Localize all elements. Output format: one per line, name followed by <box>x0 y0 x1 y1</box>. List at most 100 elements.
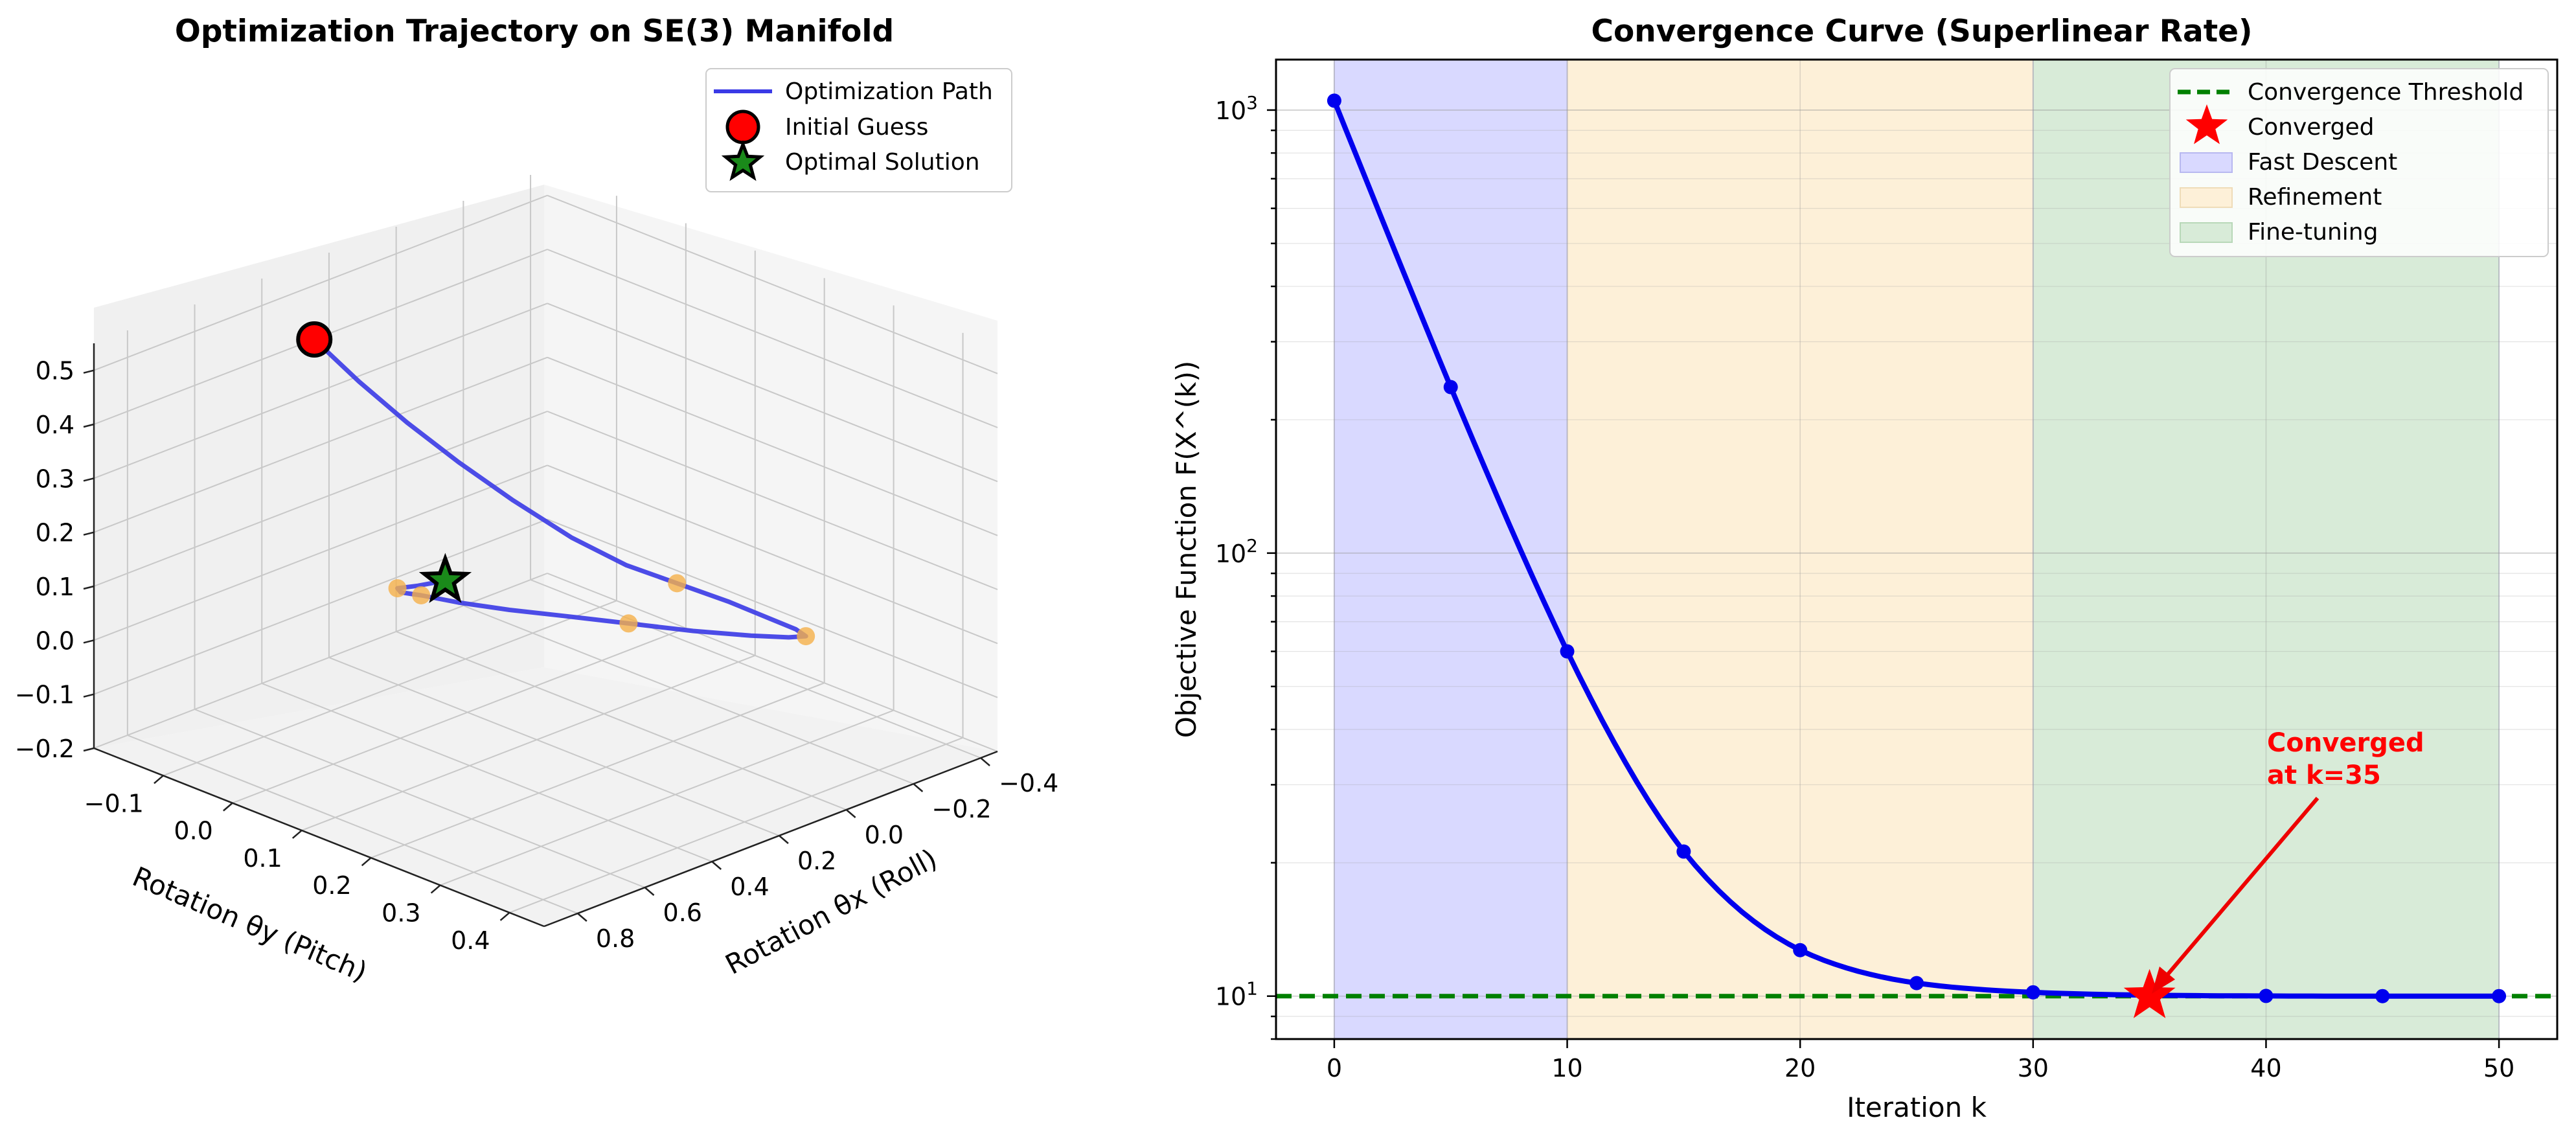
floor-gridline-x <box>396 631 847 810</box>
x-tick-label: 0 <box>1327 1054 1342 1082</box>
legend-converged-label: Converged <box>2248 114 2374 141</box>
annotation-arrow <box>2161 797 2320 981</box>
y-tick-label: 0.2 <box>312 871 351 900</box>
wall-gridline-z2 <box>547 411 998 590</box>
wall-gridline-z <box>93 194 548 371</box>
right-xlabel: Iteration k <box>1847 1092 1987 1123</box>
z-tick-label: 0.0 <box>36 626 74 655</box>
objective-point <box>1443 380 1458 395</box>
objective-point <box>2025 985 2040 1000</box>
legend-fast-swatch <box>2180 152 2233 173</box>
right-chart-title: Convergence Curve (Superlinear Rate) <box>1591 14 2252 49</box>
wall-gridline-z <box>93 518 548 695</box>
floor-gridline-x <box>194 709 645 888</box>
wall-gridline-z2 <box>547 356 998 536</box>
left-pane-right <box>544 185 997 751</box>
y-tick <box>291 829 302 839</box>
axes-3d: 0.8 0.6 0.4 0.2 0.0 −0.2 −0.4 −0.1 0.0 0.1 0.2 0.3 0… <box>15 343 1058 955</box>
y-axis-line <box>93 747 545 928</box>
objective-point <box>2259 989 2274 1003</box>
floor-gridline-x <box>328 657 780 836</box>
legend-refine-label: Refinement <box>2248 184 2382 211</box>
y-tick-label: 0.0 <box>174 817 212 845</box>
optimal-solution-marker <box>418 553 472 603</box>
x-tick-label: −0.4 <box>999 769 1058 797</box>
legend-fine-swatch <box>2180 222 2233 243</box>
x-tick-label: 40 <box>2250 1054 2281 1082</box>
legend-fine-label: Fine-tuning <box>2248 219 2378 246</box>
legend-initial-swatch <box>725 109 760 144</box>
x-tick-label: 0.4 <box>730 873 769 901</box>
x-tick-label: 20 <box>1784 1054 1816 1082</box>
z-tick-label: −0.2 <box>15 735 74 763</box>
legend-threshold-label: Convergence Threshold <box>2248 79 2524 106</box>
floor-gridline-x <box>127 735 578 914</box>
right-axes-frame <box>1275 58 2559 1040</box>
region-fast-descent <box>1334 60 1567 1039</box>
legend-refine-swatch <box>2180 187 2233 208</box>
annotation-line2: at k=35 <box>2267 761 2381 790</box>
x-tick <box>845 809 856 818</box>
x-tick-label: 0.2 <box>797 847 836 875</box>
left-pane-floor <box>94 667 997 926</box>
x-tick <box>711 861 722 870</box>
trajectory-3d-panel: Optimization Trajectory on SE(3) Manifol… <box>15 14 1059 988</box>
sample-point <box>619 614 638 633</box>
y-tick-label: 102 <box>1215 535 1258 568</box>
objective-point <box>2492 989 2507 1003</box>
y-tick <box>430 884 441 894</box>
right-legend: Convergence Threshold Converged Fast Des… <box>2169 68 2549 257</box>
floor-gridline-y <box>370 682 825 859</box>
y-tick-label: 0.1 <box>243 844 282 873</box>
legend-converged-swatch <box>2185 104 2228 144</box>
convergence-panel: Convergence Curve (Superlinear Rate) 0 10… <box>1170 14 2559 1123</box>
x-tick-label: 30 <box>2018 1054 2049 1082</box>
z-tick <box>83 693 95 698</box>
objective-point <box>1560 644 1575 659</box>
left-pane-left <box>94 185 544 748</box>
converged-marker <box>2123 968 2176 1018</box>
floor-gridline-x <box>463 605 914 784</box>
z-tick-label: 0.2 <box>36 519 74 547</box>
objective-point <box>1793 943 1808 957</box>
floor-gridline-x <box>261 683 712 862</box>
initial-guess-marker <box>296 321 333 358</box>
y-tick <box>499 911 510 921</box>
y-tick <box>361 857 372 867</box>
x-tick-label: 50 <box>2483 1054 2514 1082</box>
z-tick <box>83 585 95 590</box>
z-tick <box>83 369 95 374</box>
floor-gridline-y <box>163 600 617 777</box>
wall-gridline-z2 <box>547 249 998 428</box>
wall-gridline-z2 <box>547 303 998 483</box>
left-chart-title: Optimization Trajectory on SE(3) Manifol… <box>175 14 894 49</box>
x-tick-label: 0.8 <box>596 924 635 953</box>
z-tick <box>83 639 95 644</box>
x-tick-label: 0.6 <box>663 898 702 927</box>
sample-point <box>797 627 815 646</box>
legend-fast-label: Fast Descent <box>2248 149 2397 176</box>
annotation-line1: Converged <box>2267 728 2424 758</box>
y-tick-label: 0.3 <box>382 899 420 928</box>
y-tick <box>154 775 164 784</box>
x-tick <box>980 757 990 766</box>
wall-gridline-z <box>93 303 548 479</box>
x-tick <box>779 835 789 844</box>
legend-optimal-swatch <box>721 140 765 181</box>
floor-gridline-y <box>440 709 894 886</box>
x-tick <box>577 913 587 922</box>
y-tick-label: −0.1 <box>84 789 144 818</box>
floor-gridline-y <box>232 627 687 804</box>
z-tick-label: 0.3 <box>36 464 74 493</box>
wall-gridline-z2 <box>547 194 998 374</box>
legend-initial-label: Initial Guess <box>785 114 928 141</box>
sample-point <box>412 586 431 604</box>
z-tick <box>83 747 95 752</box>
region-refinement <box>1567 60 2033 1039</box>
x-tick-label: −0.2 <box>931 795 991 823</box>
annotation-arrowhead <box>2152 967 2175 994</box>
floor-gridline-x <box>530 579 981 759</box>
y-tick-label: 0.4 <box>451 926 490 955</box>
x-axis-line <box>543 750 998 928</box>
